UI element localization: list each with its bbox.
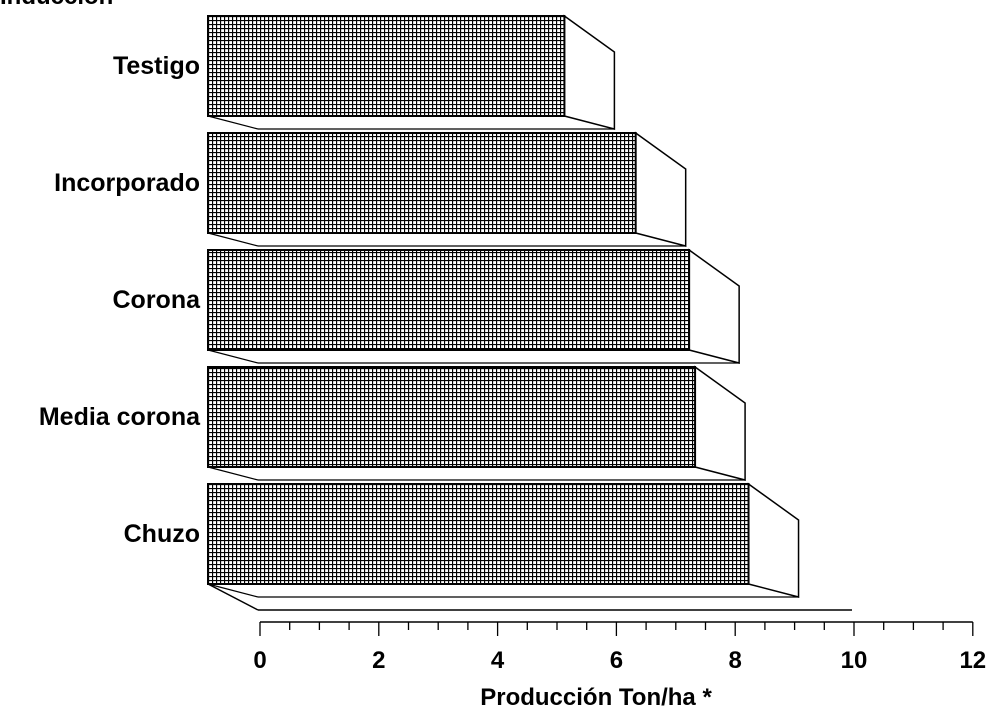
bar-side-face — [747, 482, 800, 598]
bar-testigo — [207, 14, 616, 130]
bar-bottom-edge — [207, 349, 259, 364]
bar-bottom-edge — [207, 583, 259, 598]
bar-side-face — [694, 365, 746, 481]
bar-bottom-edge — [207, 232, 259, 247]
x-tick-label: 8 — [729, 647, 742, 674]
bar-media-corona — [207, 365, 746, 481]
x-tick-label: 12 — [959, 647, 986, 674]
bar-bottom-edge — [207, 466, 259, 481]
bar-chuzo — [207, 482, 800, 598]
bars-group — [207, 14, 800, 598]
x-tick-label: 2 — [372, 647, 385, 674]
bar-front-face — [207, 483, 750, 585]
x-tick-label: 6 — [610, 647, 623, 674]
chart-title: Inducción — [0, 0, 113, 10]
category-label: Testigo — [113, 52, 200, 80]
x-tick-label: 10 — [841, 647, 868, 674]
bar-front-face — [207, 15, 566, 117]
x-axis: 0 2 4 6 8 10 12 — [253, 621, 986, 674]
x-tick-label: 0 — [253, 647, 266, 674]
bar-bottom-edge — [207, 115, 259, 130]
x-tick-label: 4 — [491, 647, 505, 674]
chart-floor — [207, 583, 852, 611]
bar-incorporado — [207, 131, 687, 247]
category-label: Corona — [113, 286, 202, 314]
bar-front-face — [207, 366, 697, 468]
floor-edge — [207, 583, 259, 611]
category-label: Chuzo — [124, 520, 200, 548]
bar-side-face — [563, 14, 616, 130]
category-label: Incorporado — [54, 169, 200, 197]
bar-front-face — [207, 249, 691, 351]
category-label: Media corona — [39, 403, 201, 431]
bar-side-face — [634, 131, 687, 247]
category-labels: Testigo Incorporado Corona Media corona Chuz… — [39, 52, 201, 548]
bar-side-face — [688, 248, 740, 364]
bar-corona — [207, 248, 740, 364]
bar-front-face — [207, 132, 637, 234]
x-axis-title: Producción Ton/ha * — [480, 684, 712, 711]
